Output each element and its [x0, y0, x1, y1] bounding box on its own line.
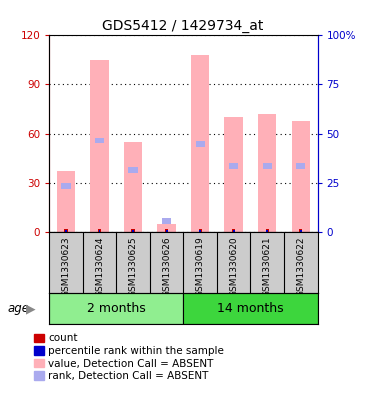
Text: ▶: ▶: [26, 302, 36, 315]
Bar: [165, 230, 168, 232]
Bar: [61, 183, 71, 189]
Bar: [233, 230, 235, 232]
Text: GSM1330625: GSM1330625: [128, 237, 138, 298]
Text: GSM1330623: GSM1330623: [62, 237, 70, 298]
Bar: [157, 224, 176, 232]
Bar: [128, 167, 138, 173]
Bar: [162, 218, 171, 224]
Bar: [95, 138, 104, 143]
Bar: [57, 171, 75, 232]
Bar: [131, 230, 135, 232]
Text: 14 months: 14 months: [217, 302, 284, 315]
Text: GSM1330621: GSM1330621: [263, 237, 272, 298]
Bar: [49, 293, 183, 324]
Legend: count, percentile rank within the sample, value, Detection Call = ABSENT, rank, : count, percentile rank within the sample…: [34, 333, 224, 381]
Bar: [232, 230, 235, 232]
Bar: [229, 163, 238, 169]
Text: GSM1330624: GSM1330624: [95, 237, 104, 297]
Bar: [183, 293, 318, 324]
Text: 2 months: 2 months: [87, 302, 146, 315]
Text: GSM1330622: GSM1330622: [296, 237, 305, 297]
Bar: [258, 114, 276, 232]
Bar: [292, 121, 310, 232]
Bar: [132, 230, 134, 232]
Bar: [98, 230, 101, 232]
Bar: [196, 141, 205, 147]
Bar: [191, 55, 210, 232]
Text: GSM1330619: GSM1330619: [196, 237, 205, 298]
Bar: [300, 230, 302, 232]
Bar: [91, 60, 109, 232]
Bar: [266, 230, 268, 232]
Bar: [263, 163, 272, 169]
Bar: [199, 230, 202, 232]
Bar: [224, 117, 243, 232]
Bar: [65, 230, 67, 232]
Bar: [166, 230, 168, 232]
Text: GSM1330626: GSM1330626: [162, 237, 171, 298]
Text: age: age: [7, 302, 29, 315]
Bar: [266, 230, 269, 232]
Text: GDS5412 / 1429734_at: GDS5412 / 1429734_at: [102, 18, 263, 33]
Bar: [64, 230, 68, 232]
Text: GSM1330620: GSM1330620: [229, 237, 238, 298]
Bar: [124, 142, 142, 232]
Bar: [299, 230, 303, 232]
Bar: [99, 230, 100, 232]
Bar: [199, 230, 201, 232]
Bar: [296, 163, 306, 169]
